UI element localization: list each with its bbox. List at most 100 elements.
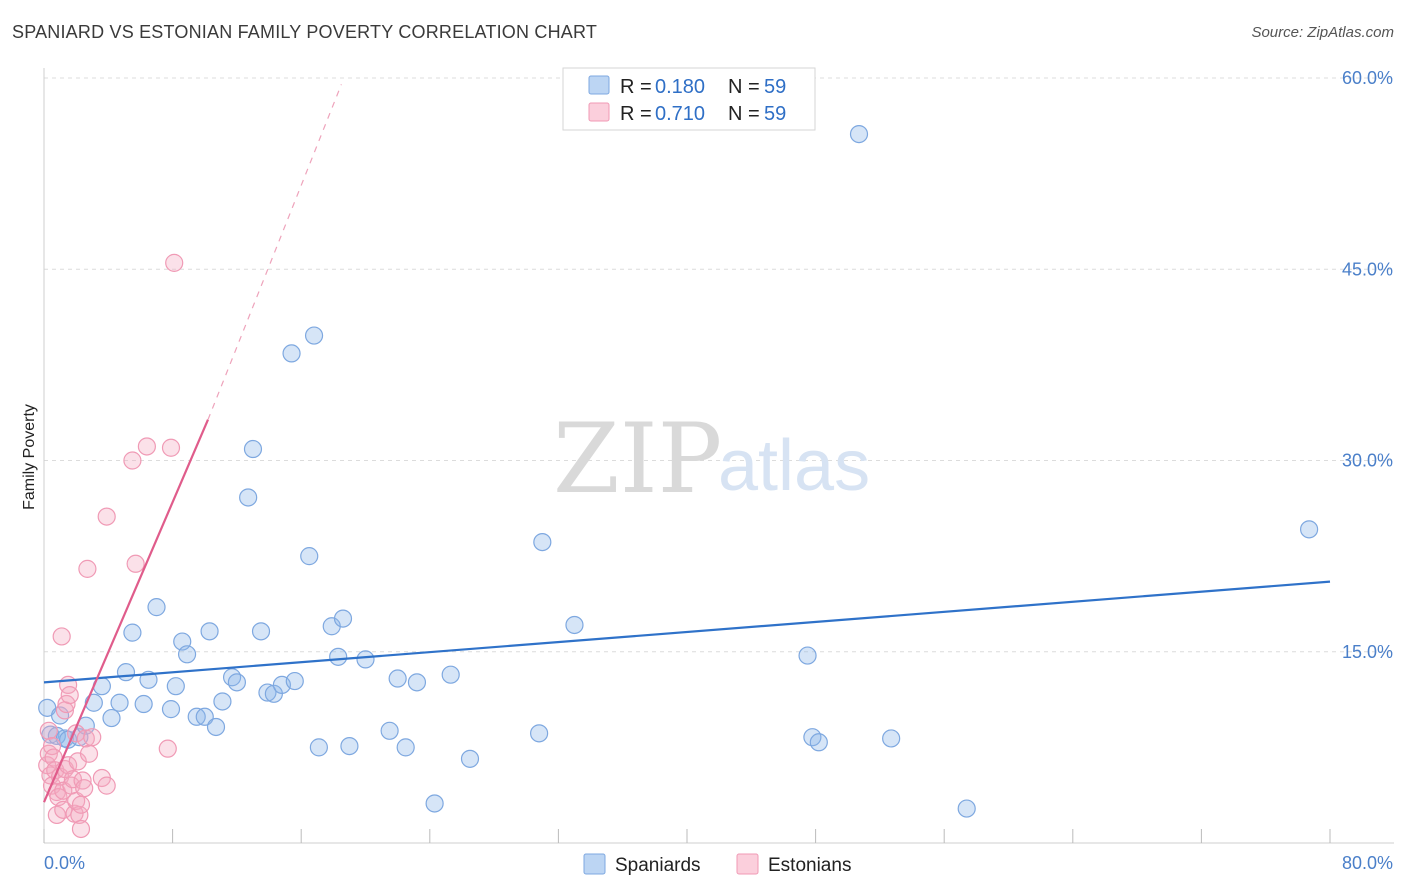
spaniard-point-17 [161, 700, 181, 719]
legend-swatch-estonians [588, 102, 610, 122]
spaniard-point-13 [123, 623, 142, 642]
legend-r-label-2: R = [620, 103, 652, 125]
spaniard-point-50 [460, 749, 480, 768]
estonian-point-42 [158, 739, 177, 758]
estonian-point-20 [60, 685, 79, 705]
estonian-point-37 [97, 776, 116, 795]
spaniard-point-45 [388, 669, 407, 688]
y-tick-label-1: 30.0% [1342, 451, 1393, 471]
legend-r-value-2: 0.710 [655, 103, 705, 125]
chart-title: SPANIARD VS ESTONIAN FAMILY POVERTY CORR… [12, 22, 598, 42]
legend-bottom: Spaniards Estonians [583, 853, 851, 876]
spaniard-point-36 [300, 547, 319, 566]
spaniard-point-54 [798, 646, 817, 665]
bottom-legend-estonians: Estonians [768, 855, 851, 876]
spaniard-point-43 [356, 650, 375, 669]
spaniard-point-35 [285, 671, 304, 691]
watermark-atlas: atlas [718, 426, 870, 506]
estonian-point-44 [165, 253, 184, 272]
axes [43, 68, 1394, 844]
x-tick-label-0: 0.0% [44, 853, 85, 873]
spaniard-point-46 [396, 738, 415, 757]
spaniard-point-29 [243, 439, 263, 459]
spaniard-point-56 [809, 733, 828, 752]
spaniard-point-60 [1300, 520, 1319, 539]
legend-n-value-2: 59 [764, 103, 786, 125]
spaniard-point-25 [213, 692, 232, 711]
estonian-point-12 [52, 627, 71, 646]
spaniard-point-44 [380, 721, 399, 740]
watermark-zip: ZIP [553, 403, 722, 515]
spaniard-point-8 [84, 693, 103, 712]
spaniard-point-12 [116, 663, 136, 682]
legend-n-label-2: N = [728, 103, 760, 125]
series-estonians [38, 253, 184, 839]
bottom-legend-spaniards: Spaniards [615, 855, 701, 876]
spaniard-point-3 [50, 706, 70, 725]
spaniard-point-42 [340, 736, 359, 756]
spaniard-point-28 [239, 488, 258, 507]
estonian-point-38 [97, 507, 116, 526]
bottom-legend-swatch-spaniards [583, 853, 606, 875]
tick-labels: 15.0% 30.0% 45.0% 60.0% 0.0% 80.0% [44, 68, 1393, 873]
spaniard-point-34 [282, 344, 301, 363]
estonian-point-14 [54, 800, 73, 819]
spaniard-point-31 [258, 683, 277, 702]
spaniard-point-40 [329, 647, 348, 666]
spaniard-point-37 [304, 326, 324, 345]
spaniard-point-47 [407, 673, 427, 692]
spaniard-point-59 [957, 799, 976, 818]
legend-r-label-1: R = [620, 76, 652, 98]
spaniard-point-48 [425, 794, 444, 813]
estonian-trend-extension [207, 84, 342, 420]
bottom-legend-swatch-estonians [736, 853, 759, 875]
spaniard-point-20 [177, 645, 197, 664]
legend-top: R = 0.180 N = 59 R = 0.710 N = 59 [562, 67, 816, 131]
legend-swatch-spaniards [588, 75, 610, 95]
estonian-trend-line [42, 419, 209, 803]
estonian-point-2 [39, 721, 58, 740]
spaniard-point-16 [147, 598, 166, 617]
estonian-point-4 [42, 736, 62, 756]
spaniard-point-51 [530, 724, 549, 743]
spaniard-point-58 [882, 729, 901, 748]
estonian-point-35 [83, 728, 102, 747]
spaniard-point-23 [200, 622, 219, 641]
spaniard-point-22 [195, 707, 214, 726]
spaniard-point-11 [110, 693, 129, 712]
estonian-point-30 [73, 771, 92, 790]
spaniard-point-41 [333, 609, 353, 628]
estonian-point-32 [76, 729, 95, 748]
spaniard-point-10 [102, 708, 121, 728]
spaniard-point-57 [849, 125, 869, 144]
y-tick-label-0: 15.0% [1342, 642, 1393, 662]
spaniard-point-24 [206, 717, 226, 737]
estonian-point-28 [71, 819, 91, 839]
legend-r-value-1: 0.180 [655, 76, 705, 98]
spaniard-point-18 [166, 677, 185, 696]
estonian-point-40 [126, 554, 145, 573]
y-tick-label-3: 60.0% [1342, 68, 1393, 88]
gridlines [44, 77, 1394, 653]
spaniard-point-14 [134, 694, 153, 714]
y-axis-label: Family Poverty [21, 404, 38, 510]
estonian-point-41 [137, 437, 156, 456]
spaniard-point-53 [565, 615, 584, 635]
chart-source: Source: ZipAtlas.com [1251, 24, 1394, 41]
spaniard-point-27 [227, 673, 246, 692]
estonian-point-29 [71, 795, 91, 814]
estonian-point-33 [78, 559, 97, 578]
estonian-point-43 [161, 438, 181, 457]
estonian-point-34 [79, 744, 99, 763]
trend-lines [42, 84, 1331, 803]
spaniard-point-30 [251, 622, 271, 641]
series-spaniards [38, 125, 1319, 818]
spaniard-trend-line [43, 580, 1331, 684]
estonian-point-31 [75, 779, 94, 798]
legend-n-value-1: 59 [764, 76, 786, 98]
estonian-point-39 [123, 451, 142, 470]
spaniard-point-26 [222, 668, 242, 687]
legend-n-label-1: N = [728, 76, 760, 98]
x-tick-label-1: 80.0% [1342, 853, 1393, 873]
